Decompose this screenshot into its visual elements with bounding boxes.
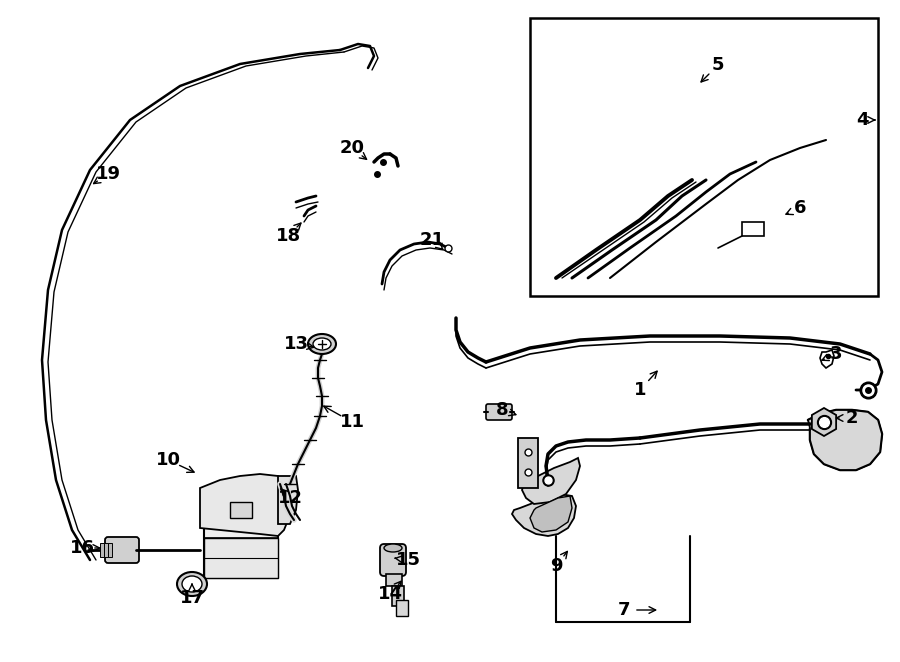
Polygon shape: [100, 543, 104, 557]
Ellipse shape: [177, 572, 207, 596]
Polygon shape: [278, 476, 298, 524]
Text: 13: 13: [284, 335, 309, 353]
Polygon shape: [530, 496, 572, 532]
Text: 1: 1: [634, 381, 646, 399]
Text: 8: 8: [496, 401, 508, 419]
Polygon shape: [200, 474, 290, 536]
Polygon shape: [230, 502, 252, 518]
Polygon shape: [204, 538, 278, 578]
Polygon shape: [392, 586, 404, 606]
Polygon shape: [108, 543, 112, 557]
Text: 9: 9: [550, 557, 562, 575]
Text: 4: 4: [856, 111, 868, 129]
Polygon shape: [522, 458, 580, 504]
Polygon shape: [820, 350, 834, 368]
Text: 12: 12: [277, 489, 302, 507]
Bar: [742, 222, 764, 236]
Polygon shape: [202, 476, 290, 582]
Text: 6: 6: [794, 199, 806, 217]
Polygon shape: [204, 488, 278, 578]
Text: 3: 3: [830, 345, 842, 363]
Polygon shape: [386, 574, 402, 586]
Ellipse shape: [308, 334, 336, 354]
Text: 17: 17: [179, 589, 204, 607]
Ellipse shape: [182, 576, 202, 592]
FancyBboxPatch shape: [486, 404, 512, 420]
Text: 20: 20: [339, 139, 365, 157]
FancyBboxPatch shape: [105, 537, 139, 563]
Polygon shape: [396, 600, 408, 616]
Polygon shape: [518, 438, 538, 488]
Text: 2: 2: [846, 409, 859, 427]
Ellipse shape: [313, 338, 331, 350]
Bar: [530, 18, 878, 296]
Text: 14: 14: [377, 585, 402, 603]
Text: 10: 10: [156, 451, 181, 469]
Text: 11: 11: [339, 413, 365, 431]
Polygon shape: [104, 543, 108, 557]
FancyBboxPatch shape: [380, 544, 406, 576]
Text: 7: 7: [617, 601, 630, 619]
Polygon shape: [808, 410, 882, 470]
Text: 15: 15: [395, 551, 420, 569]
Text: 21: 21: [419, 231, 445, 249]
Ellipse shape: [384, 544, 402, 552]
Polygon shape: [512, 494, 576, 536]
Text: 19: 19: [95, 165, 121, 183]
Text: 5: 5: [712, 56, 724, 74]
Text: 18: 18: [275, 227, 301, 245]
Text: 16: 16: [69, 539, 94, 557]
